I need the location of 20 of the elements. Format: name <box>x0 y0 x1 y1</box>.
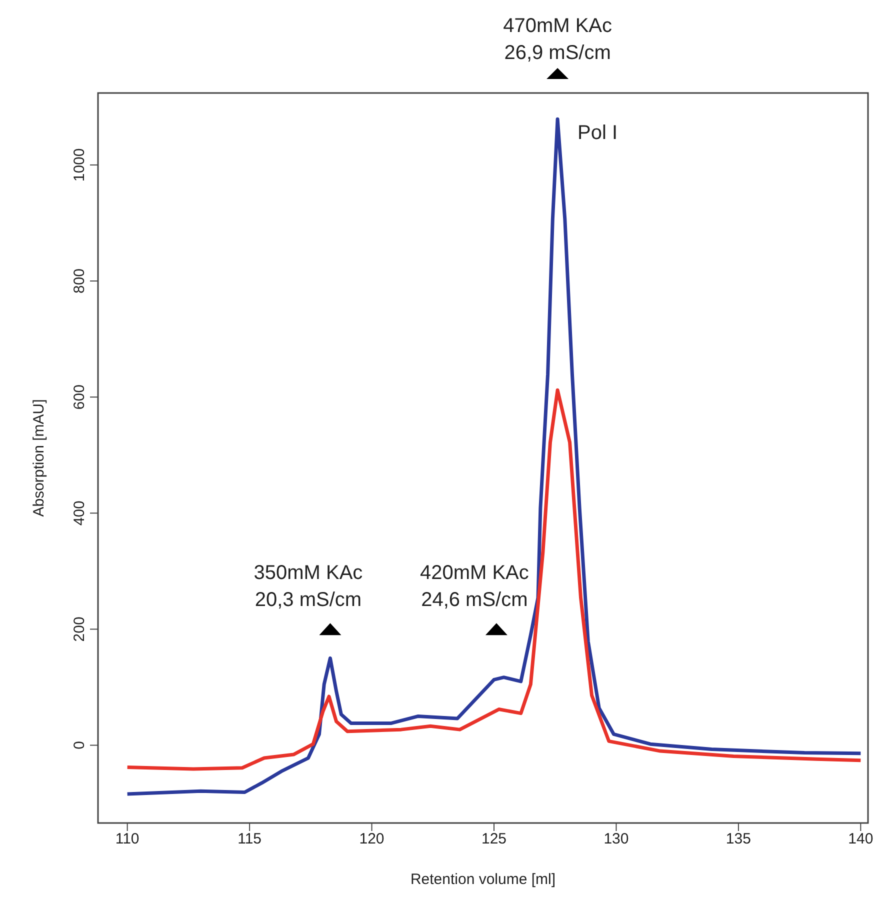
x-axis-title: Retention volume [ml] <box>410 871 556 888</box>
annotation: 420mM KAc 24,6 mS/cm <box>420 562 529 612</box>
x-tick-label: 130 <box>604 830 629 848</box>
x-tick-label: 115 <box>238 830 262 848</box>
annotation: 350mM KAc 20,3 mS/cm <box>254 562 363 612</box>
x-tick-label: 125 <box>481 830 507 848</box>
y-axis-title: Absorption [mAU] <box>30 399 48 517</box>
y-tick-label: 600 <box>71 384 88 410</box>
x-tick-label: 135 <box>726 830 751 848</box>
y-tick-label: 0 <box>71 741 88 750</box>
y-tick-label: 800 <box>71 268 88 294</box>
y-tick-label: 400 <box>71 500 88 526</box>
annotation: 470mM KAc 26,9 mS/cm <box>503 15 612 64</box>
y-tick-label: 200 <box>71 616 88 642</box>
line-series <box>126 388 862 771</box>
x-tick-label: 120 <box>359 830 384 848</box>
annotation: Pol I <box>578 122 618 144</box>
x-tick-label: 110 <box>115 830 140 848</box>
x-tick-label: 140 <box>848 830 874 848</box>
y-tick-label: 1000 <box>71 148 88 182</box>
